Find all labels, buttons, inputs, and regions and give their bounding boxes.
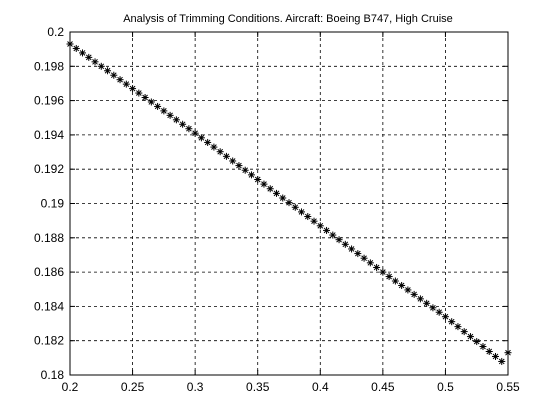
data-point: [316, 222, 324, 230]
data-point: [460, 328, 468, 336]
data-point: [72, 44, 80, 52]
x-tick-label: 0.55: [496, 380, 520, 394]
data-point: [254, 175, 262, 183]
data-point: [172, 116, 180, 124]
y-tick-label: 0.198: [34, 59, 64, 73]
x-tick-label: 0.5: [437, 380, 454, 394]
data-point: [235, 162, 243, 170]
data-point: [335, 236, 343, 244]
x-tick-label: 0.45: [371, 380, 395, 394]
data-point: [404, 286, 412, 294]
data-point: [197, 134, 205, 142]
data-point: [229, 157, 237, 165]
data-point: [104, 67, 112, 75]
y-tick-label: 0.196: [34, 94, 64, 108]
data-point: [298, 208, 306, 216]
data-point: [416, 295, 424, 303]
data-point: [116, 76, 124, 84]
data-point: [204, 138, 212, 146]
data-point: [348, 245, 356, 253]
data-series: [66, 40, 512, 365]
data-point: [179, 120, 187, 128]
data-point: [454, 323, 462, 331]
data-point: [160, 107, 168, 115]
data-point: [185, 125, 193, 133]
data-point: [341, 240, 349, 248]
y-tick-label: 0.194: [34, 128, 64, 142]
data-point: [329, 231, 337, 239]
data-point: [423, 299, 431, 307]
x-tick-label: 0.2: [62, 380, 79, 394]
data-point: [191, 129, 199, 137]
x-tick-label: 0.35: [246, 380, 270, 394]
grid-lines: [70, 32, 508, 375]
data-point: [154, 102, 162, 110]
data-point: [379, 268, 387, 276]
data-point: [241, 166, 249, 174]
axis-ticks: 0.2 0.25 0.3 0.35 0.4 0.45 0.5 0.55 0.18 0.182 0.1…: [34, 25, 520, 394]
plot-frame: [69, 31, 509, 376]
y-tick-label: 0.2: [47, 25, 64, 39]
data-point: [485, 348, 493, 356]
data-point: [216, 148, 224, 156]
x-tick-label: 0.4: [312, 380, 329, 394]
data-point: [97, 62, 105, 70]
data-point: [279, 194, 287, 202]
data-point: [91, 58, 99, 66]
data-point: [272, 189, 280, 197]
y-tick-label: 0.184: [34, 299, 64, 313]
data-point: [129, 85, 137, 93]
data-point: [373, 263, 381, 271]
data-point: [85, 53, 93, 61]
x-tick-label: 0.25: [121, 380, 145, 394]
data-point: [110, 71, 118, 79]
data-point: [435, 308, 443, 316]
data-point: [247, 171, 255, 179]
data-point: [360, 254, 368, 262]
y-tick-label: 0.18: [41, 368, 65, 382]
data-point: [366, 259, 374, 267]
data-point: [473, 338, 481, 346]
data-point: [266, 185, 274, 193]
data-point: [410, 290, 418, 298]
data-point: [135, 89, 143, 97]
data-point: [385, 273, 393, 281]
data-point: [222, 152, 230, 160]
data-point: [260, 180, 268, 188]
data-point: [441, 313, 449, 321]
y-tick-label: 0.182: [34, 334, 64, 348]
data-point: [122, 80, 130, 88]
data-point: [398, 281, 406, 289]
data-point: [166, 111, 174, 119]
y-tick-label: 0.186: [34, 265, 64, 279]
data-point: [479, 343, 487, 351]
y-tick-label: 0.192: [34, 162, 64, 176]
data-point: [391, 277, 399, 285]
data-point: [291, 203, 299, 211]
y-tick-label: 0.19: [41, 197, 65, 211]
data-point: [310, 217, 318, 225]
data-point: [210, 143, 218, 151]
chart-title: Analysis of Trimming Conditions. Aircraf…: [123, 13, 453, 25]
data-point: [498, 357, 506, 365]
data-point: [354, 250, 362, 258]
data-point: [429, 304, 437, 312]
data-point: [448, 318, 456, 326]
data-point: [79, 49, 87, 57]
y-tick-label: 0.188: [34, 231, 64, 245]
data-point: [323, 226, 331, 234]
data-point: [304, 213, 312, 221]
data-point: [285, 199, 293, 207]
x-tick-label: 0.3: [187, 380, 204, 394]
data-point: [491, 352, 499, 360]
data-point: [147, 98, 155, 106]
data-point: [466, 333, 474, 341]
data-point: [141, 94, 149, 102]
